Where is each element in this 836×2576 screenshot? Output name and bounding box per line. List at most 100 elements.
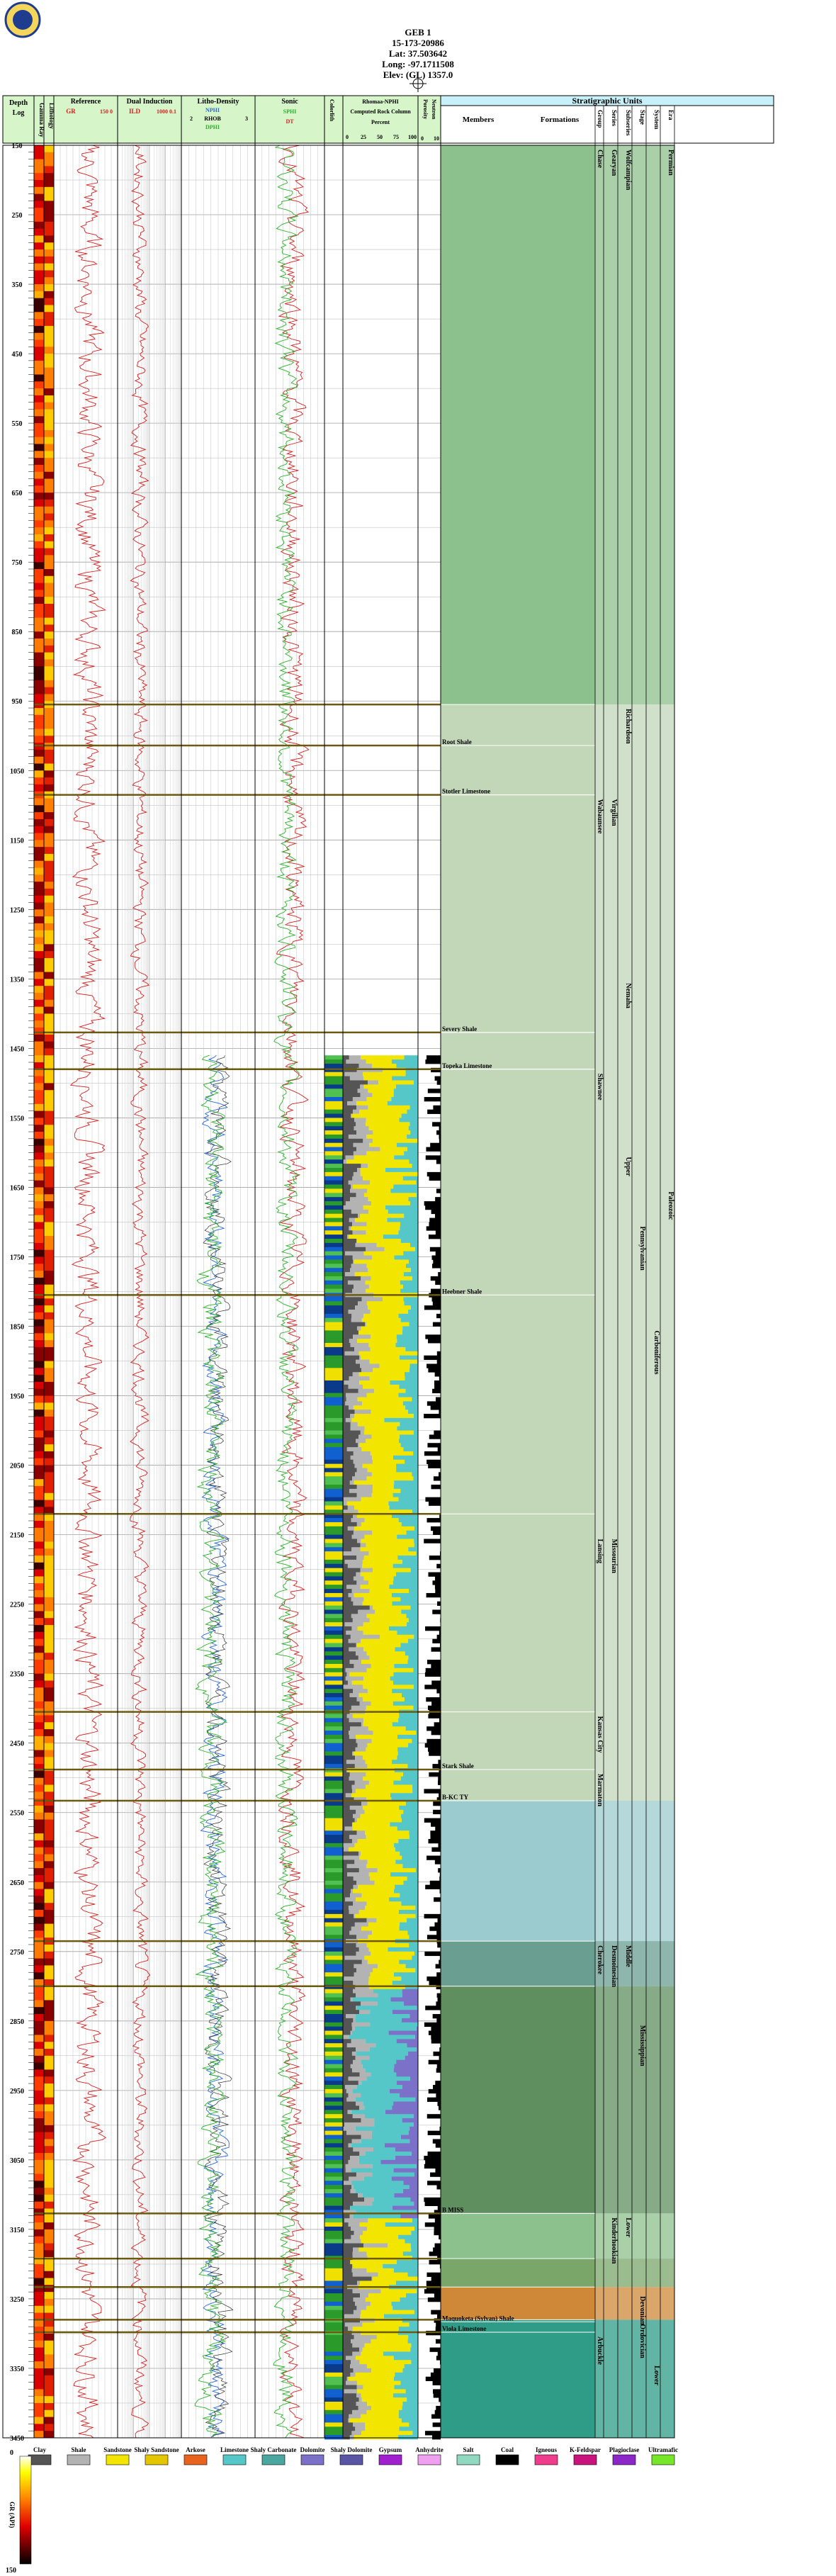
lithology-band xyxy=(44,1777,54,1786)
sphi-curve xyxy=(273,145,300,2439)
strat-band-right xyxy=(595,1941,674,1986)
rock-segment xyxy=(395,1847,418,1852)
rock-segment xyxy=(363,1622,407,1627)
colorlith-band xyxy=(324,1964,343,1969)
rock-segment xyxy=(349,1217,356,1222)
rock-segment xyxy=(364,2343,412,2348)
rock-segment xyxy=(400,1288,418,1293)
rock-segment xyxy=(351,2360,360,2365)
legend-swatch xyxy=(378,2454,402,2465)
colorlith-band xyxy=(324,2193,343,2198)
rock-segment xyxy=(350,1414,355,1419)
rock-segment xyxy=(343,1605,370,1610)
porosity-bar xyxy=(436,1159,441,1164)
porosity-bar xyxy=(436,2405,441,2411)
colorlith-band xyxy=(324,2047,343,2052)
gamma-ray-band xyxy=(34,714,44,723)
colorlith-band xyxy=(324,1222,343,1227)
rock-segment xyxy=(405,1372,418,1377)
rock-segment xyxy=(360,2001,378,2006)
rock-segment xyxy=(358,1693,402,1698)
colorlith-band xyxy=(324,1142,343,1147)
rock-segment xyxy=(408,1618,418,1623)
porosity-bar xyxy=(424,1305,441,1310)
rock-segment xyxy=(401,2018,418,2023)
gamma-ray-band xyxy=(34,986,44,994)
rock-segment xyxy=(392,2393,418,2398)
rock-segment xyxy=(343,2055,356,2061)
rock-segment xyxy=(343,1889,351,1894)
gamma-ray-band xyxy=(34,2340,44,2349)
rock-segment xyxy=(369,1359,417,1364)
gamma-ray-band xyxy=(34,1333,44,1341)
member-label: Maquoketa (Sylvan) Shale xyxy=(442,2315,514,2322)
gamma-ray-band xyxy=(34,1944,44,1952)
rock-segment xyxy=(354,1272,404,1277)
gamma-ray-band xyxy=(34,1402,44,1410)
porosity-bar xyxy=(425,1884,441,1889)
rock-segment xyxy=(343,2068,352,2073)
rock-segment xyxy=(343,1288,353,1293)
lithology-band xyxy=(44,2409,54,2418)
colorlith-band xyxy=(324,1155,343,1160)
lithology-band xyxy=(44,451,54,459)
gamma-ray-band xyxy=(34,534,44,542)
rock-segment xyxy=(416,2164,418,2169)
depth-label: 1650 xyxy=(10,1184,24,1192)
rock-segment xyxy=(409,1830,418,1835)
strat-unit-label: Gearyan xyxy=(610,150,618,176)
rock-segment xyxy=(391,1797,418,1802)
colorlith-band xyxy=(324,1930,343,1935)
colorlith-band xyxy=(324,1539,343,1543)
rock-segment xyxy=(343,1980,354,1986)
colorlith-band xyxy=(324,1697,343,1702)
lithology-band xyxy=(44,708,54,716)
rock-segment xyxy=(363,1076,392,1081)
gamma-ray-band xyxy=(34,1410,44,1417)
colorlith-band xyxy=(324,1672,343,1677)
gamma-ray-band xyxy=(34,562,44,570)
rock-segment xyxy=(343,1072,345,1077)
rock-segment xyxy=(343,2030,351,2035)
rock-segment xyxy=(353,1334,371,1339)
porosity-bar xyxy=(434,1213,441,1218)
colorlith-band xyxy=(324,1972,343,1977)
colorlith-band xyxy=(324,1835,343,1840)
rock-segment xyxy=(346,2380,358,2385)
rock-segment xyxy=(360,1171,418,1177)
lithology-band xyxy=(44,1514,54,1522)
colorlith-band xyxy=(324,2130,343,2135)
colorlith-band xyxy=(324,1518,343,1523)
porosity-bar xyxy=(439,1472,441,1477)
rock-segment xyxy=(407,1622,418,1627)
colorlith-band xyxy=(324,1797,343,1802)
rock-segment xyxy=(343,1922,355,1927)
lithology-band xyxy=(44,416,54,424)
lithology-band xyxy=(44,1444,54,1452)
colorlith-band xyxy=(324,2356,343,2361)
rock-segment xyxy=(343,1451,354,1456)
colorlith-band xyxy=(324,1747,343,1752)
colorlith-band xyxy=(324,1718,343,1723)
rock-segment xyxy=(366,1797,392,1802)
rock-segment xyxy=(363,1251,404,1256)
rock-segment xyxy=(346,2043,376,2048)
gamma-ray-band xyxy=(34,1757,44,1765)
rock-segment xyxy=(412,1784,418,1789)
rock-segment xyxy=(363,1313,399,1319)
gamma-ray-band xyxy=(34,402,44,410)
colorlith-band xyxy=(324,1093,343,1098)
gamma-ray-band xyxy=(34,1805,44,1813)
ild-curve xyxy=(130,145,151,2439)
colorlith-band xyxy=(324,2310,343,2315)
colorlith-band xyxy=(324,1301,343,1306)
rock-segment xyxy=(400,1317,418,1323)
rock-segment xyxy=(359,2152,366,2156)
lithology-band xyxy=(44,1833,54,1841)
colorlith-band xyxy=(324,1339,343,1344)
rock-segment xyxy=(349,1731,373,1736)
strat-header-frame xyxy=(440,95,774,144)
strat-unit-label: Wabaunsee xyxy=(596,799,604,834)
strat-band-right xyxy=(595,2287,674,2320)
lithology-band xyxy=(44,1430,54,1438)
